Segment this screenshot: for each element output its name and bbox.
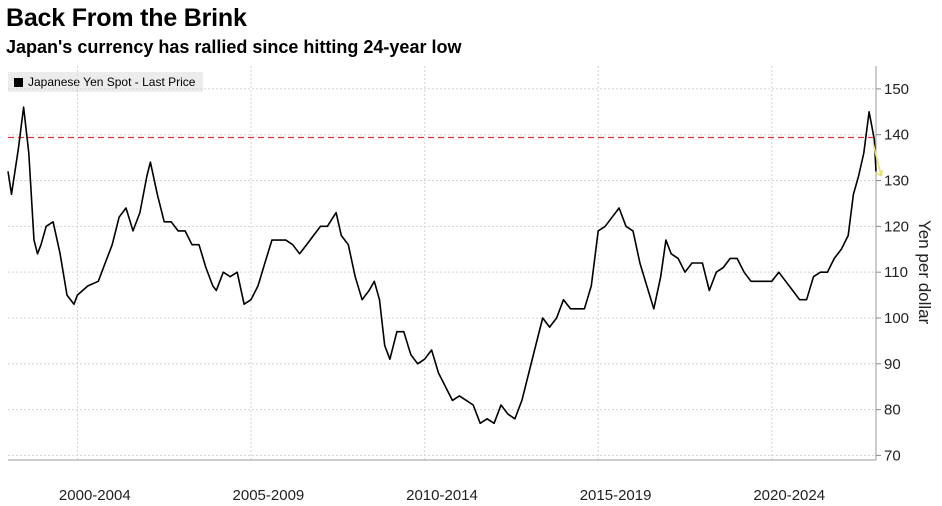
y-tick-label-130: 130	[884, 173, 909, 190]
series-line-yen	[7, 106, 877, 425]
chart-subtitle: Japan's currency has rallied since hitti…	[6, 37, 462, 57]
x-tick-label-0: 2000-2004	[59, 487, 131, 504]
y-tick-label-100: 100	[884, 310, 909, 327]
y-tick-label-140: 140	[884, 127, 909, 144]
y-tick-label-150: 150	[884, 81, 909, 98]
decline-arrow-annotation	[872, 143, 884, 177]
y-tick-label-110: 110	[884, 264, 908, 281]
x-tick-label-4: 2020-2024	[753, 487, 825, 504]
chart-title: Back From the Brink	[6, 4, 247, 32]
x-tick-label-2: 2010-2014	[406, 487, 478, 504]
y-tick-label-120: 120	[884, 218, 909, 235]
x-tick-label-1: 2005-2009	[233, 487, 305, 504]
y-axis-ticks: 70 80 90 100 110 120 130 140 150	[876, 81, 909, 464]
legend: Japanese Yen Spot - Last Price	[8, 72, 204, 92]
y-tick-label-90: 90	[884, 356, 901, 373]
y-tick-label-70: 70	[884, 447, 901, 464]
y-axis-label: Yen per dollar	[915, 220, 934, 325]
legend-swatch	[14, 77, 23, 87]
legend-label: Japanese Yen Spot - Last Price	[28, 75, 196, 89]
y-tick-label-80: 80	[884, 402, 901, 419]
x-axis-ticks: 2000-2004 2005-2009 2010-2014 2015-2019 2020…	[59, 487, 825, 504]
x-tick-label-3: 2015-2019	[580, 487, 652, 504]
gridlines	[8, 66, 876, 460]
